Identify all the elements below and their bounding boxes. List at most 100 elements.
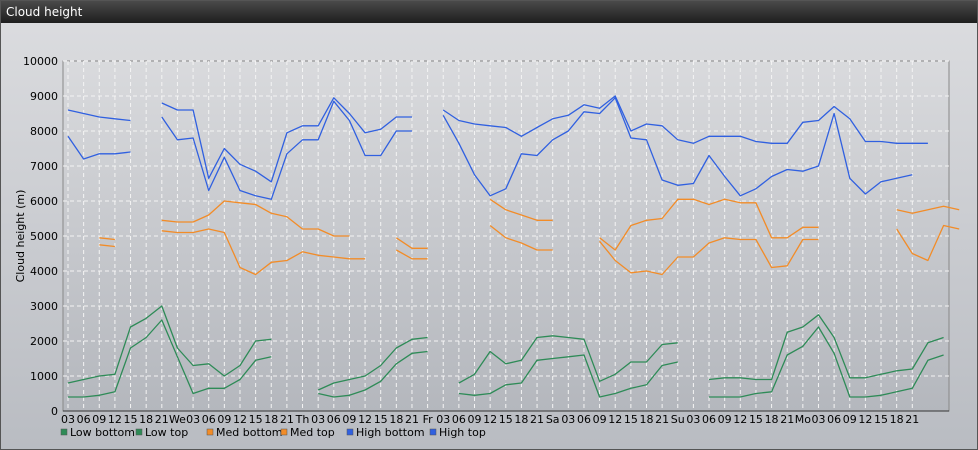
y-tick-label: 2000 <box>30 335 58 348</box>
y-tick-label: 3000 <box>30 300 58 313</box>
series-line-segment <box>161 97 412 183</box>
x-tick-label: 18 <box>639 413 653 426</box>
x-tick-label: 03 <box>561 413 575 426</box>
x-tick-label: 06 <box>452 413 466 426</box>
x-tick-label: 21 <box>655 413 669 426</box>
window-title: Cloud height <box>6 5 83 19</box>
x-tick-label: 03 <box>686 413 700 426</box>
legend-label: High top <box>439 426 486 439</box>
series-line-segment <box>395 249 428 260</box>
series-line-segment <box>442 95 928 144</box>
x-tick-label: 12 <box>858 413 872 426</box>
series-line-segment <box>458 335 678 384</box>
x-tick-label: 12 <box>733 413 747 426</box>
y-tick-label: 6000 <box>30 195 58 208</box>
x-tick-label: 18 <box>890 413 904 426</box>
x-axis-ticks: 03 06 09 12 15 18 21 We 03 06 09 12 15 18 21 Th 03 06 09 12… <box>61 413 919 426</box>
x-tick-label: 15 <box>374 413 388 426</box>
x-tick-label: Th <box>295 413 310 426</box>
y-tick-label: 9000 <box>30 90 58 103</box>
x-tick-label: 09 <box>718 413 732 426</box>
series-high-top <box>67 95 928 183</box>
series-line-segment <box>442 97 913 197</box>
x-tick-label: 09 <box>342 413 356 426</box>
grid-lines <box>63 60 949 412</box>
series-line-segment <box>896 205 960 214</box>
x-tick-label: 12 <box>483 413 497 426</box>
x-tick-label: 21 <box>905 413 919 426</box>
x-tick-label: 18 <box>139 413 153 426</box>
series-line-segment <box>67 135 131 160</box>
series-line-segment <box>318 350 428 398</box>
series-line-segment <box>161 228 366 276</box>
series-line-segment <box>458 354 678 398</box>
series-line-segment <box>67 305 272 384</box>
y-axis-label: Cloud height (m) <box>14 190 27 283</box>
x-tick-label: 21 <box>405 413 419 426</box>
legend-swatch <box>206 428 214 436</box>
x-tick-label: 03 <box>436 413 450 426</box>
series-line-segment <box>99 244 115 248</box>
series-line-segment <box>709 326 944 398</box>
legend-label: Med bottom <box>216 426 283 439</box>
series-low-top <box>67 305 944 391</box>
x-tick-label: 15 <box>499 413 513 426</box>
series-line-segment <box>599 198 819 251</box>
series-line-segment <box>161 200 350 237</box>
legend-swatch <box>280 428 288 436</box>
series-line-segment <box>489 198 553 221</box>
x-tick-label: 12 <box>358 413 372 426</box>
series-line-segment <box>67 109 131 122</box>
series-line-segment <box>599 237 819 276</box>
legend-label: Low top <box>145 426 188 439</box>
x-tick-label: Sa <box>546 413 560 426</box>
x-tick-label: 15 <box>874 413 888 426</box>
x-tick-label: 18 <box>264 413 278 426</box>
x-tick-label: 09 <box>468 413 482 426</box>
series-line-segment <box>161 100 412 200</box>
y-tick-label: 5000 <box>30 230 58 243</box>
legend-label: Low bottom <box>70 426 135 439</box>
series-line-segment <box>395 237 428 249</box>
series-line-segment <box>68 319 272 398</box>
x-tick-label: 12 <box>233 413 247 426</box>
series-line-segment <box>896 224 960 262</box>
x-tick-label: 18 <box>389 413 403 426</box>
x-tick-label: 03 <box>186 413 200 426</box>
y-axis-ticks: 0 1000 2000 3000 4000 5000 6000 7000 8000 9000 100… <box>23 55 58 418</box>
series-lines <box>67 95 960 398</box>
x-tick-label: 15 <box>624 413 638 426</box>
x-tick-label: 06 <box>202 413 216 426</box>
y-tick-label: 7000 <box>30 160 58 173</box>
x-tick-label: 18 <box>514 413 528 426</box>
legend-item-high-top: High top <box>429 426 486 439</box>
x-tick-label: 06 <box>77 413 91 426</box>
x-tick-label: 09 <box>217 413 231 426</box>
y-tick-label: 8000 <box>30 125 58 138</box>
x-tick-label: 06 <box>327 413 341 426</box>
x-tick-label: 03 <box>61 413 75 426</box>
legend-item-low-top: Low top <box>135 426 188 439</box>
x-tick-label: 21 <box>155 413 169 426</box>
x-tick-label: 09 <box>593 413 607 426</box>
series-low-bottom <box>68 319 944 398</box>
x-tick-label: 03 <box>311 413 325 426</box>
series-line-segment <box>489 224 553 251</box>
x-tick-label: 06 <box>702 413 716 426</box>
legend: Low bottom Low top Med bottom Med top High b… <box>60 426 486 439</box>
legend-item-med-bottom: Med bottom <box>206 426 283 439</box>
y-tick-label: 4000 <box>30 265 58 278</box>
x-tick-label: 15 <box>124 413 138 426</box>
x-tick-label: Su <box>671 413 685 426</box>
y-tick-label: 10000 <box>23 55 58 68</box>
series-line-segment <box>317 336 428 391</box>
legend-label: Med top <box>290 426 335 439</box>
x-tick-label: We <box>169 413 186 426</box>
legend-item-med-top: Med top <box>280 426 335 439</box>
x-tick-label: 15 <box>249 413 263 426</box>
x-tick-label: 12 <box>608 413 622 426</box>
series-line-segment <box>99 237 115 241</box>
x-tick-label: 03 <box>811 413 825 426</box>
series-med-bottom <box>99 224 960 276</box>
